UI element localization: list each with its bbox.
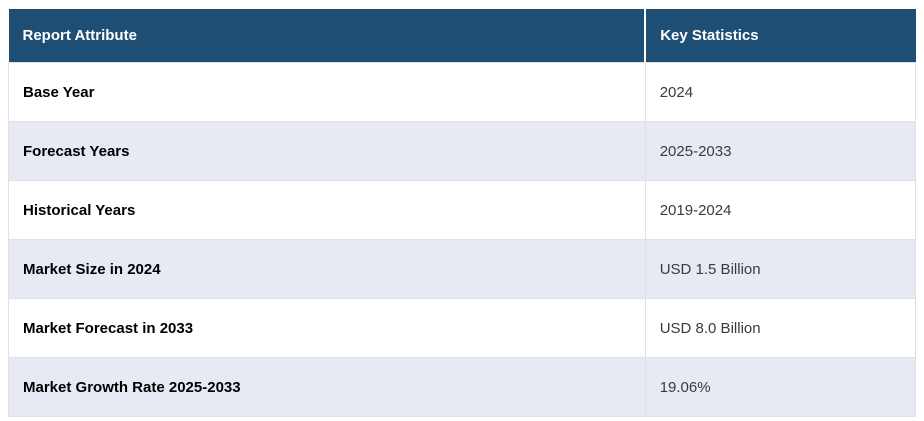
table-row: Market Size in 2024 USD 1.5 Billion — [8, 239, 917, 299]
table-cell-value: USD 1.5 Billion — [644, 239, 917, 299]
table-cell-attribute: Market Size in 2024 — [8, 239, 646, 299]
table-row: Market Growth Rate 2025-2033 19.06% — [8, 357, 917, 417]
column-header-report-attribute: Report Attribute — [8, 9, 646, 63]
table-cell-value: USD 8.0 Billion — [644, 298, 917, 358]
key-statistics-table: Report Attribute Key Statistics Base Yea… — [8, 9, 917, 417]
table-cell-attribute: Market Growth Rate 2025-2033 — [8, 357, 646, 417]
table-cell-attribute: Forecast Years — [8, 121, 646, 181]
table-cell-attribute: Historical Years — [8, 180, 646, 240]
table-cell-value: 2024 — [644, 62, 917, 122]
table-cell-value: 2019-2024 — [644, 180, 917, 240]
table-row: Historical Years 2019-2024 — [8, 180, 917, 240]
table-cell-value: 2025-2033 — [644, 121, 917, 181]
table-cell-value: 19.06% — [644, 357, 917, 417]
column-header-key-statistics: Key Statistics — [644, 9, 916, 63]
table-header-row: Report Attribute Key Statistics — [8, 9, 916, 63]
table-row: Market Forecast in 2033 USD 8.0 Billion — [8, 298, 917, 358]
table-row: Forecast Years 2025-2033 — [8, 121, 917, 181]
table-cell-attribute: Market Forecast in 2033 — [8, 298, 646, 358]
table-row: Base Year 2024 — [8, 62, 917, 122]
table-cell-attribute: Base Year — [8, 62, 646, 122]
